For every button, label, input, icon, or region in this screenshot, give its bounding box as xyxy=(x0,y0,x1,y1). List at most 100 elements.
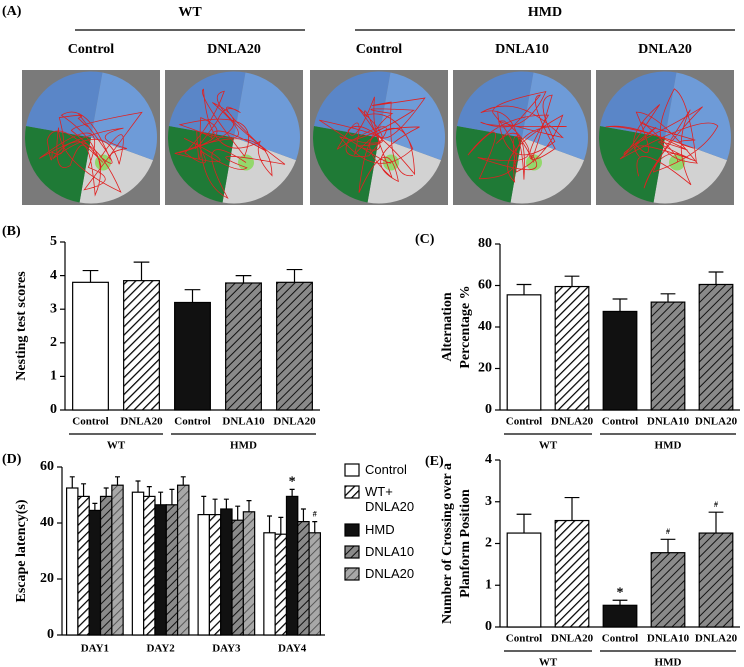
y-tick-label: 4 xyxy=(485,452,492,467)
error-bar xyxy=(115,476,120,486)
y-tick-label: 1 xyxy=(50,369,57,384)
bar xyxy=(698,532,734,628)
legend-swatch xyxy=(344,567,360,581)
bar xyxy=(72,281,109,411)
error-bar xyxy=(235,505,241,521)
maze-quadrant xyxy=(91,72,157,161)
group-label: WT xyxy=(178,5,202,20)
y-axis-label: Number of Crossing over a xyxy=(440,463,455,624)
error-bar xyxy=(564,496,580,521)
y-tick-label: 5 xyxy=(50,234,57,249)
group-label: WT xyxy=(107,440,126,452)
y-axis-label: Nesting test scores xyxy=(14,271,29,381)
error-bar xyxy=(660,293,676,303)
bar xyxy=(154,504,167,636)
error-bar xyxy=(223,498,229,509)
maze-quadrant xyxy=(367,137,442,204)
bar xyxy=(650,552,686,628)
bar xyxy=(231,519,244,636)
legend-entry: HMD xyxy=(365,522,395,537)
maze-quadrant xyxy=(522,72,588,161)
group-label: HMD xyxy=(655,657,682,667)
y-tick-label: 60 xyxy=(478,278,492,293)
error-bar xyxy=(516,283,532,295)
bar xyxy=(297,520,310,636)
maze-quadrant xyxy=(26,71,103,138)
legend-entry: Control xyxy=(365,462,407,477)
error-bar xyxy=(612,298,628,312)
x-tick-label: DAY4 xyxy=(278,643,307,655)
x-tick-label: DNLA20 xyxy=(695,416,738,428)
y-tick-label: 0 xyxy=(485,619,492,634)
error-bar xyxy=(180,476,186,486)
legend-swatch xyxy=(344,485,360,499)
error-bar xyxy=(300,508,306,522)
error-bar xyxy=(246,500,252,512)
y-tick-label: 40 xyxy=(478,319,492,334)
legend-entry: DNLA20 xyxy=(365,566,414,581)
annotation: # xyxy=(714,500,718,509)
bar xyxy=(77,495,90,636)
error-bar xyxy=(516,513,532,534)
maze-quadrant xyxy=(456,126,522,203)
swim-track xyxy=(467,91,567,183)
x-tick-label: DNLA10 xyxy=(222,416,265,428)
bar xyxy=(285,495,299,636)
bar xyxy=(174,301,211,411)
legend-swatch xyxy=(344,523,360,537)
legend-label: HMD xyxy=(365,522,395,537)
bar xyxy=(225,282,262,411)
bar xyxy=(554,519,590,628)
panel-label: (D) xyxy=(2,452,22,467)
bar xyxy=(99,495,113,636)
y-axis-label: Percentage % xyxy=(458,285,473,368)
legend-swatch xyxy=(344,545,360,559)
annotation: * xyxy=(617,585,624,600)
x-tick-label: DAY1 xyxy=(81,643,109,655)
condition-label: Control xyxy=(68,42,115,57)
condition-label: DNLA10 xyxy=(495,42,549,57)
panel-label: (E) xyxy=(425,454,444,469)
bar xyxy=(602,604,638,628)
y-tick-label: 4 xyxy=(50,268,57,283)
x-tick-label: DNLA10 xyxy=(647,633,690,645)
y-tick-label: 0 xyxy=(485,402,492,417)
bar xyxy=(263,532,276,636)
maze-quadrant xyxy=(598,126,665,203)
panel-label: (A) xyxy=(2,4,22,19)
error-bar xyxy=(235,275,252,283)
error-bar xyxy=(267,515,272,533)
bar xyxy=(66,487,79,636)
bar xyxy=(274,533,288,636)
error-bar xyxy=(708,511,724,534)
error-bar xyxy=(158,491,164,505)
x-tick-label: DNLA20 xyxy=(695,633,738,645)
bar xyxy=(506,532,542,628)
bar xyxy=(88,509,102,636)
x-tick-label: DNLA10 xyxy=(647,416,690,428)
bar xyxy=(123,280,160,411)
maze-quadrant xyxy=(168,126,234,203)
error-bar xyxy=(92,502,98,511)
error-bar xyxy=(212,498,218,515)
bar xyxy=(220,508,233,636)
x-tick-label: Control xyxy=(602,633,638,645)
legend-swatch xyxy=(344,463,360,477)
error-bar xyxy=(81,483,87,497)
y-tick-label: 40 xyxy=(40,515,54,530)
x-tick-label: DAY3 xyxy=(212,643,241,655)
error-bar xyxy=(708,271,724,285)
error-bar xyxy=(660,538,676,553)
y-tick-label: 80 xyxy=(478,236,492,251)
maze-quadrant xyxy=(457,71,534,138)
condition-label: DNLA20 xyxy=(638,42,692,57)
group-label: HMD xyxy=(655,440,682,452)
y-tick-label: 3 xyxy=(50,301,57,316)
y-tick-label: 60 xyxy=(40,459,54,474)
x-tick-label: Control xyxy=(506,416,542,428)
group-label: HMD xyxy=(528,5,562,20)
y-axis-label: Alternation xyxy=(440,292,455,361)
bar xyxy=(165,504,179,636)
legend-label: WT+ DNLA20 xyxy=(365,484,415,514)
